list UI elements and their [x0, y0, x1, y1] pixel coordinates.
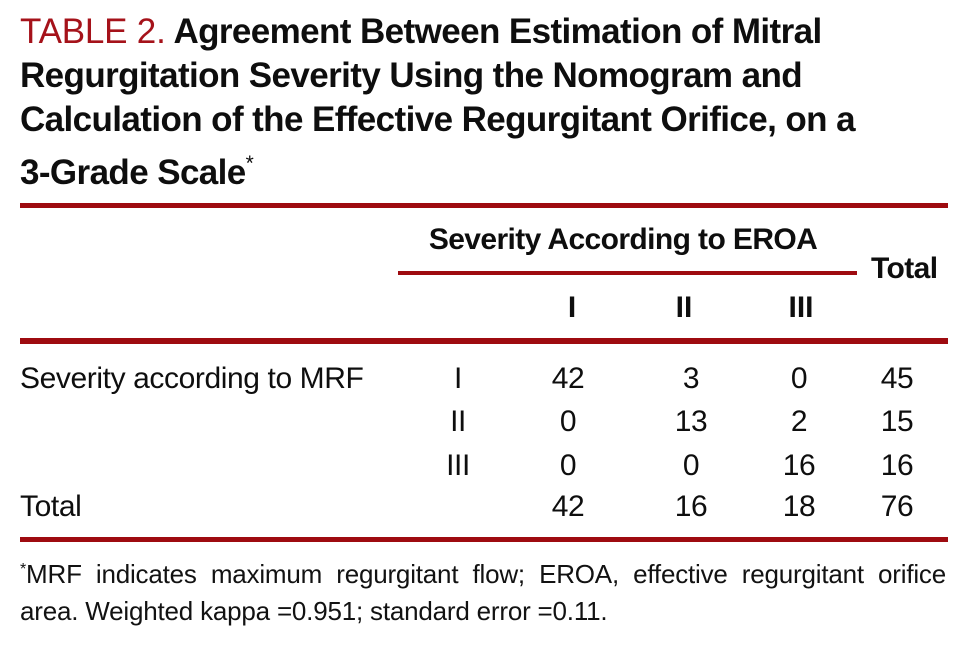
row-grade-label: I [454, 362, 462, 395]
top-rule [20, 203, 948, 208]
title-footnote-marker: * [245, 152, 254, 175]
total-column-header: Total [871, 252, 938, 285]
cell-value: 2 [790, 405, 808, 438]
cell-value: 0 [559, 449, 577, 482]
column-header-grade-1: I [567, 291, 577, 324]
row-header-total: Total [20, 490, 82, 523]
footnote-line-2: area. Weighted kappa =0.951; standard er… [20, 596, 608, 626]
title-line-1: TABLE 2. Agreement Between Estimation of… [20, 10, 956, 54]
row-grade-label: II [450, 405, 466, 438]
footnote-marker: * [20, 561, 27, 578]
cell-value: 16 [782, 449, 816, 482]
title-line-3: Calculation of the Effective Regurgitant… [20, 100, 856, 139]
column-header-grade-3: III [788, 291, 814, 324]
cell-value: 76 [880, 490, 914, 523]
footnote-line-1: *MRF indicates maximum regurgitant flow;… [20, 551, 946, 593]
header-body-divider-rule [20, 338, 948, 344]
title-text-1: Agreement Between Estimation of Mitral [173, 12, 822, 51]
row-header-mrf: Severity according to MRF [20, 362, 364, 395]
table-number-label: TABLE 2. [20, 12, 166, 51]
cell-value: 42 [551, 490, 585, 523]
title-text-4: 3-Grade Scale [20, 153, 246, 192]
column-header-grade-2: II [675, 291, 693, 324]
cell-value: 3 [682, 362, 700, 395]
cell-value: 18 [782, 490, 816, 523]
row-grade-label: III [446, 449, 470, 482]
cell-value: 0 [559, 405, 577, 438]
table-footnote: *MRF indicates maximum regurgitant flow;… [20, 551, 946, 630]
title-line-4: 3-Grade Scale* [20, 142, 956, 195]
cell-value: 13 [674, 405, 708, 438]
footnote-text-1: MRF indicates maximum regurgitant flow; … [26, 559, 946, 589]
cell-value: 16 [880, 449, 914, 482]
cell-value: 0 [682, 449, 700, 482]
cell-value: 42 [551, 362, 585, 395]
bottom-rule [20, 537, 948, 542]
spanner-underline-rule [398, 271, 857, 275]
table-title: TABLE 2. Agreement Between Estimation of… [20, 10, 956, 195]
cell-value: 16 [674, 490, 708, 523]
cell-value: 45 [880, 362, 914, 395]
cell-value: 15 [880, 405, 914, 438]
cell-value: 0 [790, 362, 808, 395]
spanner-header-eroa: Severity According to EROA [428, 223, 818, 256]
title-line-2: Regurgitation Severity Using the Nomogra… [20, 56, 803, 95]
